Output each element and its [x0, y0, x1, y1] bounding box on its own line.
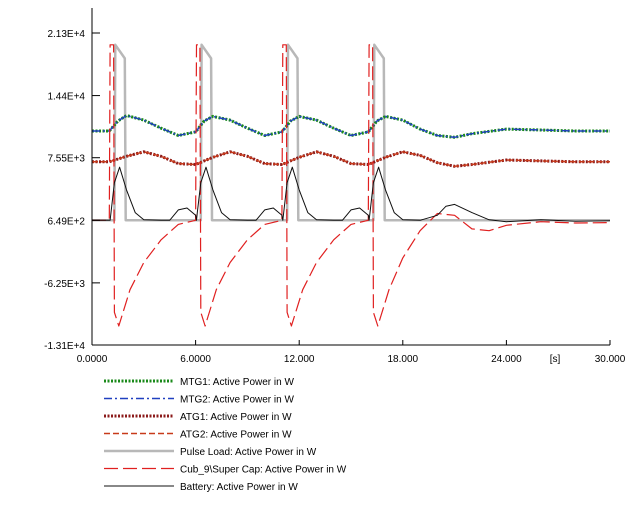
series-line-6 — [92, 44, 611, 327]
x-tick-label: 12.000 — [284, 354, 315, 365]
x-axis-unit-label: [s] — [550, 354, 561, 365]
x-tick-label: 30.000 — [595, 354, 626, 365]
legend-label: ATG2: Active Power in W — [180, 430, 292, 441]
legend-label: MTG2: Active Power in W — [180, 395, 294, 406]
y-tick-label: 2.13E+4 — [47, 29, 85, 40]
legend-label: Cub_9\Super Cap: Active Power in W — [180, 465, 347, 476]
legend-label: MTG1: Active Power in W — [180, 377, 294, 388]
x-tick-label: 18.000 — [388, 354, 419, 365]
series-line-7 — [92, 166, 611, 223]
legend: MTG1: Active Power in W MTG2: Active Powe… — [104, 377, 347, 493]
x-tick-label: 0.0000 — [77, 354, 108, 365]
y-tick-label: -1.31E+4 — [44, 341, 85, 352]
legend-label: Battery: Active Power in W — [180, 482, 298, 493]
y-tick-label: 6.49E+2 — [47, 216, 85, 227]
y-tick-label: 7.55E+3 — [47, 154, 85, 165]
legend-label: ATG1: Active Power in W — [180, 412, 292, 423]
series-line-4 — [92, 151, 610, 168]
x-tick-label: 24.000 — [491, 354, 522, 365]
y-tick-label: -6.25E+3 — [44, 279, 85, 290]
legend-label: Pulse Load: Active Power in W — [180, 447, 317, 458]
ticks: 2.13E+4 1.44E+4 7.55E+3 6.49E+2 -6.25E+3 -1.3… — [44, 29, 626, 365]
series-line-1 — [92, 114, 610, 139]
series-line-2 — [92, 114, 610, 139]
y-tick-label: 1.44E+4 — [47, 92, 85, 103]
series-layer — [92, 43, 611, 327]
axes — [91, 8, 610, 346]
x-tick-label: 6.0000 — [180, 354, 211, 365]
